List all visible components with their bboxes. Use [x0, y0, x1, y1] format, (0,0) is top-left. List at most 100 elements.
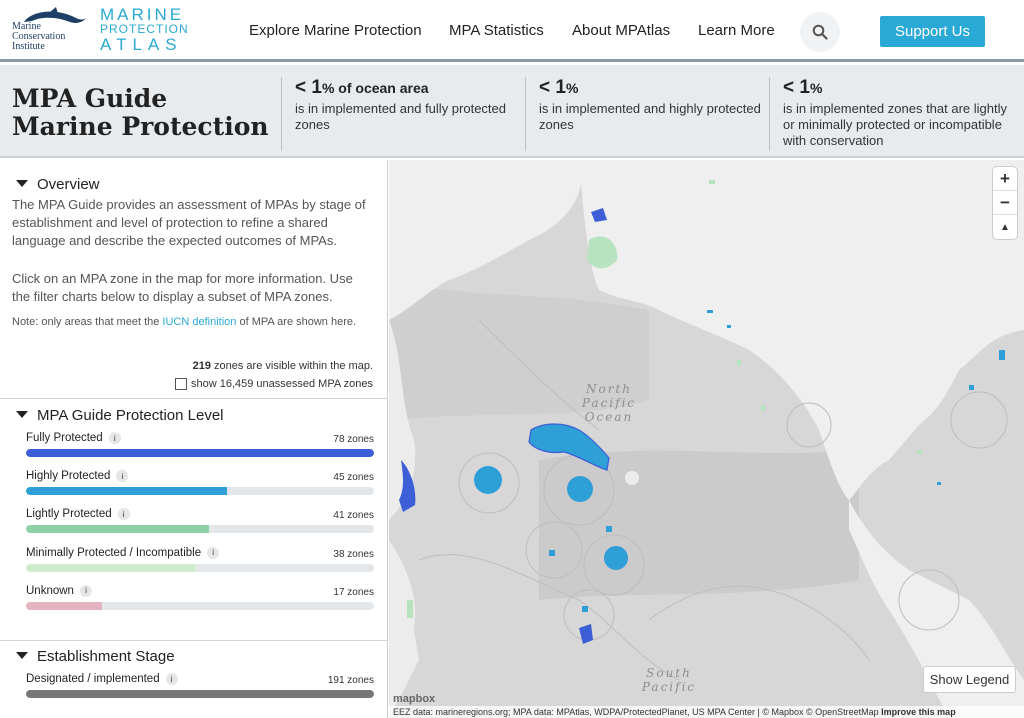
mapbox-logo[interactable]: mapbox — [393, 693, 436, 705]
unassessed-checkbox[interactable] — [174, 378, 187, 390]
unassessed-toggle[interactable]: show 16,459 unassessed MPA zones — [174, 378, 373, 390]
page-title-line: Marine Protection — [12, 112, 269, 141]
filter-bar-row[interactable]: Designated / implemented i 191 zones — [26, 673, 374, 698]
filter-bar-text: Fully Protected — [26, 432, 103, 444]
info-icon[interactable]: i — [207, 546, 220, 559]
atlas-logo-line: MARINE — [100, 5, 185, 24]
atlas-logo-line: ATLAS — [100, 35, 183, 54]
stat-unit: % of ocean area — [321, 80, 429, 96]
filter-bar-row[interactable]: Lightly Protected i 41 zones — [26, 508, 374, 534]
visible-zones-count: 219 zones are visible within the map. — [193, 360, 373, 372]
overview-heading: Overview — [37, 176, 100, 193]
filter-bar-track[interactable] — [26, 449, 374, 457]
iucn-note: Note: only areas that meet the IUCN defi… — [12, 314, 374, 330]
map-graphic — [389, 160, 1024, 718]
establishment-stage-heading: Establishment Stage — [37, 648, 175, 665]
note-text: Note: only areas that meet the — [12, 316, 163, 328]
stat-unit: % — [565, 80, 579, 96]
atlas-logo-line: PROTECTION — [100, 22, 189, 36]
nav-explore-marine-protection[interactable]: Explore Marine Protection — [249, 22, 422, 39]
protection-level-heading: MPA Guide Protection Level — [37, 407, 224, 424]
section-divider — [0, 398, 387, 399]
show-legend-button[interactable]: Show Legend — [923, 666, 1016, 693]
filter-bar-track[interactable] — [26, 525, 374, 534]
filter-bar-text: Highly Protected — [26, 470, 111, 483]
filter-bar-count: 41 zones — [333, 510, 374, 522]
north-pacific-label: North Pacific Ocean — [569, 382, 649, 424]
stat-lightly-protected: < 1% is in implemented zones that are li… — [769, 77, 1009, 151]
nav-about-mpatlas[interactable]: About MPAtlas — [572, 22, 671, 39]
filter-bar-track[interactable] — [26, 690, 374, 698]
filter-bar-count: 38 zones — [333, 548, 374, 560]
filter-bar-label: Unknown i — [26, 584, 374, 597]
filter-bar-track[interactable] — [26, 601, 374, 610]
overview-description: The MPA Guide provides an assessment of … — [12, 197, 366, 248]
unassessed-label: show 16,459 unassessed MPA zones — [190, 378, 373, 390]
mci-logo-line: Institute — [12, 41, 45, 52]
map-attribution: EEZ data: marineregions.org; MPA data: M… — [389, 706, 1024, 718]
filter-bar-fill — [26, 563, 196, 572]
filter-bar-row[interactable]: Highly Protected i 45 zones — [26, 470, 374, 496]
stat-description: is in implemented and highly protected z… — [539, 101, 761, 132]
mci-logo-line: Conservation — [12, 31, 66, 42]
filter-bar-fill — [26, 487, 227, 496]
mci-logo-line: Marine — [12, 21, 41, 32]
stat-value: < 1 — [783, 77, 810, 98]
filter-bar-track[interactable] — [26, 487, 374, 496]
zoom-out-button[interactable]: − — [993, 191, 1017, 215]
stat-unit: % — [809, 80, 823, 96]
filter-bar-label: Fully Protected i — [26, 432, 374, 444]
filter-bar-label: Lightly Protected i — [26, 508, 374, 521]
stat-highly-protected: < 1% is in implemented and highly protec… — [525, 77, 765, 151]
overview-instructions: Click on an MPA zone in the map for more… — [12, 271, 353, 304]
info-icon[interactable]: i — [108, 432, 121, 444]
search-button[interactable] — [800, 12, 840, 52]
nav-mpa-statistics[interactable]: MPA Statistics — [449, 22, 544, 39]
section-divider — [0, 640, 387, 641]
support-us-button[interactable]: Support Us — [880, 16, 985, 47]
improve-map-link[interactable]: Improve this map — [881, 707, 956, 717]
iucn-definition-link[interactable]: IUCN definition — [162, 316, 237, 328]
map-zoom-control: + − ▲ — [993, 167, 1017, 239]
info-icon[interactable]: i — [116, 470, 129, 483]
establishment-stage-toggle[interactable]: Establishment Stage — [16, 648, 175, 665]
page-title: MPA Guide Marine Protection — [12, 85, 269, 141]
visible-zones-text: zones are visible within the map. — [210, 360, 373, 372]
filter-bar-text: Lightly Protected — [26, 508, 112, 521]
overview-toggle[interactable]: Overview — [16, 176, 100, 193]
map-canvas[interactable]: North Pacific Ocean South Pacific — [389, 160, 1024, 718]
protection-level-toggle[interactable]: MPA Guide Protection Level — [16, 407, 224, 424]
filter-bar-label: Minimally Protected / Incompatible i — [26, 546, 374, 559]
filter-bar-row[interactable]: Fully Protected i 78 zones — [26, 432, 374, 457]
filter-bar-fill — [26, 449, 374, 457]
filter-bar-label: Highly Protected i — [26, 470, 374, 483]
filter-bar-row[interactable]: Unknown i 17 zones — [26, 584, 374, 610]
stat-fully-protected: < 1% of ocean area is in implemented and… — [281, 77, 521, 151]
zoom-in-button[interactable]: + — [993, 167, 1017, 191]
caret-down-icon — [16, 180, 28, 187]
filter-bar-text: Minimally Protected / Incompatible — [26, 546, 202, 559]
info-icon[interactable]: i — [117, 508, 130, 521]
sidebar-panel: Overview The MPA Guide provides an asses… — [0, 160, 388, 718]
info-icon[interactable]: i — [79, 584, 92, 597]
info-icon[interactable]: i — [165, 673, 178, 685]
attribution-text: EEZ data: marineregions.org; MPA data: M… — [393, 707, 879, 717]
nav-learn-more[interactable]: Learn More — [698, 22, 775, 39]
filter-bar-count: 191 zones — [327, 675, 374, 686]
filter-bar-row[interactable]: Minimally Protected / Incompatible i 38 zo… — [26, 546, 374, 572]
map-label-line: South — [646, 666, 692, 680]
stat-description: is in implemented and fully protected zo… — [295, 101, 507, 132]
filter-bar-track[interactable] — [26, 563, 374, 572]
map-label-line: Pacific — [581, 396, 637, 410]
stat-value: < 1 — [539, 77, 566, 98]
filter-bar-count: 17 zones — [333, 586, 374, 598]
filter-bar-fill — [26, 601, 102, 610]
compass-icon: ▲ — [1000, 221, 1010, 233]
caret-down-icon — [16, 411, 28, 418]
map-label-line: Ocean — [584, 410, 634, 424]
mpatlas-logo[interactable]: MARINE PROTECTION ATLAS — [100, 6, 189, 53]
map-label-line: Pacific — [641, 680, 697, 694]
map-label-line: North — [585, 382, 632, 396]
stat-value: < 1 — [295, 77, 322, 98]
compass-reset-button[interactable]: ▲ — [993, 215, 1017, 239]
